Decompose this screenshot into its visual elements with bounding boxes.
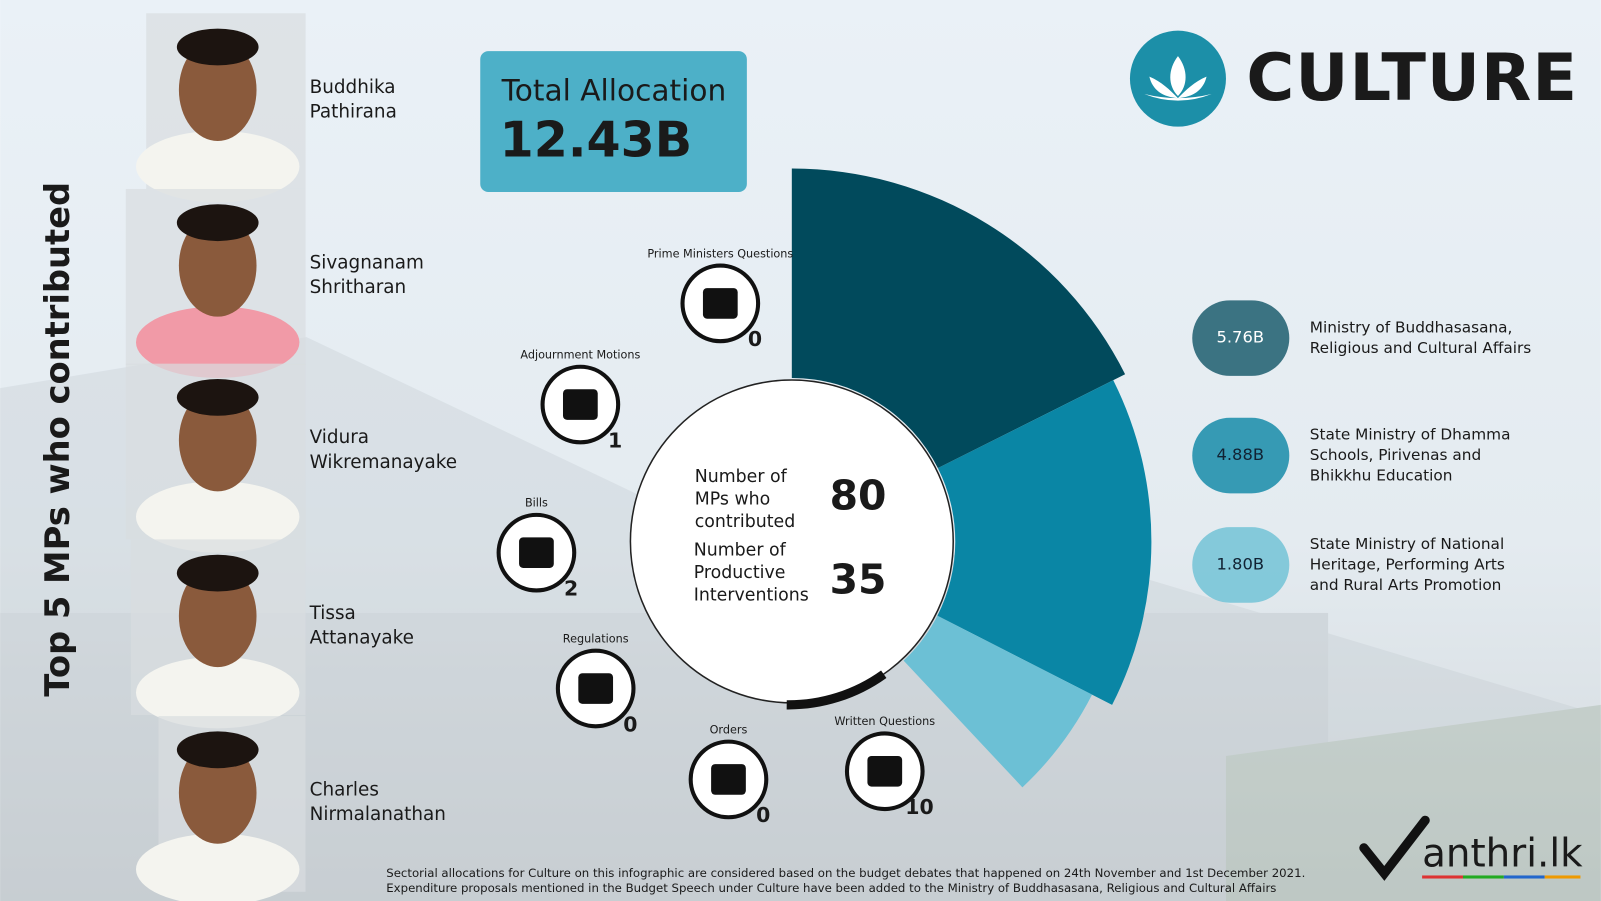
allocation-label: Bhikkhu Education <box>1310 467 1453 485</box>
mp-name: Charles <box>310 780 379 801</box>
photo-body <box>136 833 300 901</box>
allocation-value: 5.76B <box>1216 328 1264 347</box>
center-accent <box>786 670 887 710</box>
intervention-glyph <box>519 537 554 568</box>
stat-label: Interventions <box>694 586 809 606</box>
mp-name: Sivagnanam <box>310 253 424 274</box>
allocation-pill <box>1192 417 1290 494</box>
mp-name: Shritharan <box>310 277 407 298</box>
intervention-count: 10 <box>905 795 933 819</box>
allocation-arc <box>937 380 1152 705</box>
intervention-label: Bills <box>525 497 548 510</box>
footnote: Expenditure proposals mentioned in the B… <box>386 881 1276 895</box>
photo-body <box>135 130 300 203</box>
intervention-count: 1 <box>608 428 622 452</box>
mp-name: Buddhika <box>310 77 396 98</box>
photo-face <box>178 741 257 844</box>
photo-body <box>135 306 300 378</box>
intervention-count: 0 <box>748 327 762 351</box>
total-label: Total Allocation <box>501 73 727 107</box>
allocation-arc <box>903 615 1093 788</box>
mp-name: Attanayake <box>310 627 414 648</box>
manthri-logo <box>1359 815 1581 881</box>
allocation-label: Religious and Cultural Affairs <box>1310 339 1532 357</box>
stat-value: 35 <box>830 555 887 603</box>
culture-logo <box>1129 30 1226 127</box>
photo-face <box>178 564 257 668</box>
photo-hair <box>176 28 259 66</box>
intervention-label: Regulations <box>563 632 629 645</box>
photo-hair <box>176 731 259 769</box>
photo-face <box>178 214 257 317</box>
photo-face <box>178 389 257 492</box>
intervention-label: Prime Ministers Questions <box>647 247 793 260</box>
logo-text: anthri.lk <box>1422 832 1583 877</box>
content: Buddhika Pathirana Sivagnanam Shritharan Vid… <box>125 13 1532 901</box>
allocation-pill <box>1192 300 1290 376</box>
intervention-glyph <box>578 673 614 704</box>
total-box <box>480 51 747 193</box>
photo-hair <box>176 204 259 242</box>
intervention-count: 0 <box>623 712 637 736</box>
allocation-value: 1.80B <box>1216 554 1264 573</box>
mp-name: Vidura <box>310 427 369 448</box>
page-title: CULTURE <box>1246 40 1578 116</box>
photo-hair <box>176 554 259 592</box>
intervention-count: 2 <box>564 576 578 600</box>
allocation-label: State Ministry of Dhamma <box>1310 426 1511 444</box>
mp-name: Nirmalanathan <box>310 804 446 825</box>
side-title: Top 5 MPs who contributed <box>38 182 77 697</box>
intervention-glyph <box>711 764 746 795</box>
allocation-label: and Rural Arts Promotion <box>1310 576 1502 594</box>
mp-name: Wikremanayake <box>310 452 457 473</box>
stat-label: MPs who <box>695 490 771 510</box>
allocation-pill <box>1192 527 1290 603</box>
intervention-label: Adjournment Motions <box>520 348 640 361</box>
allocation-label: State Ministry of National <box>1310 535 1504 553</box>
photo-hair <box>176 378 259 416</box>
intervention-glyph <box>867 755 903 787</box>
intervention-label: Written Questions <box>834 715 935 728</box>
allocation-value: 4.88B <box>1216 445 1264 464</box>
allocation-label: Heritage, Performing Arts <box>1310 555 1505 573</box>
photo-face <box>178 38 257 141</box>
photo-body <box>135 656 300 729</box>
photo-body <box>135 481 300 553</box>
stat-value: 80 <box>830 472 887 520</box>
intervention-count: 0 <box>756 803 770 827</box>
allocation-arc <box>791 168 1126 469</box>
intervention-label: Orders <box>710 723 748 736</box>
mp-name: Tissa <box>309 603 356 624</box>
total-value: 12.43B <box>500 111 692 169</box>
allocation-label: Schools, Pirivenas and <box>1310 446 1481 464</box>
footnote: Sectorial allocations for Culture on thi… <box>386 866 1305 880</box>
stat-label: Productive <box>694 563 786 583</box>
intervention-glyph <box>562 389 598 420</box>
stat-label: Number of <box>695 467 788 487</box>
mp-name: Pathirana <box>310 101 397 122</box>
center-circle <box>629 379 954 704</box>
stat-label: contributed <box>695 512 795 532</box>
intervention-glyph <box>702 288 738 319</box>
allocation-label: Ministry of Buddhasasana, <box>1310 318 1513 336</box>
stat-label: Number of <box>694 541 787 561</box>
